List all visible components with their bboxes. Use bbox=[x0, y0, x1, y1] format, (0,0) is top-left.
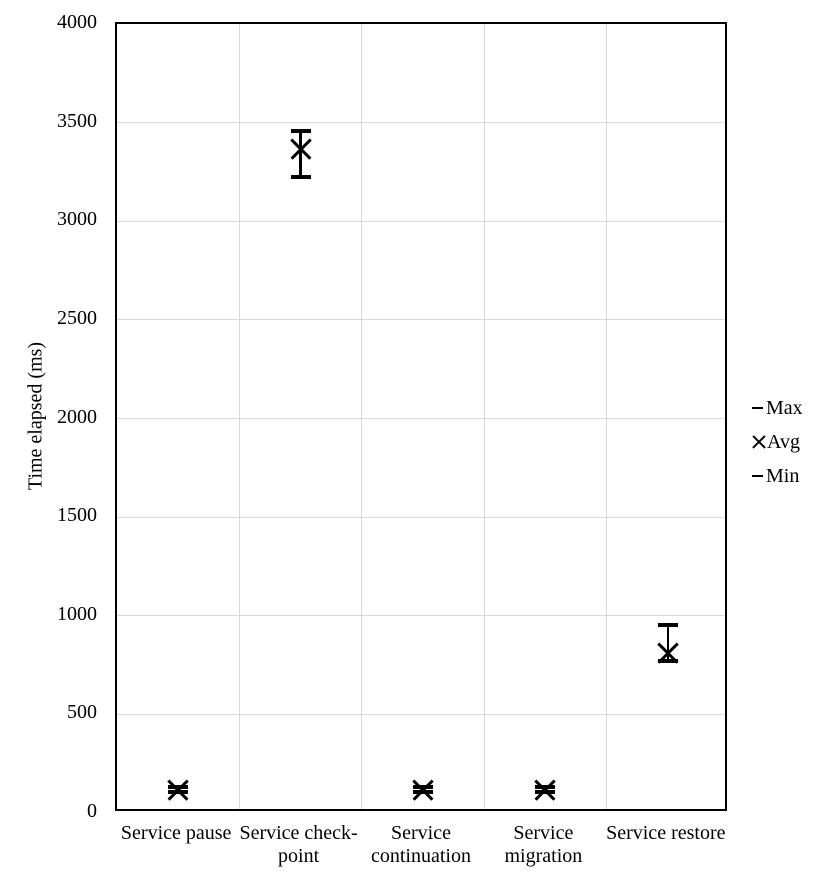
dash-icon bbox=[752, 474, 763, 478]
legend-label-avg: Avg bbox=[767, 430, 800, 453]
avg-marker bbox=[413, 780, 433, 800]
legend: Max Avg Min bbox=[752, 391, 803, 493]
legend-label-min: Min bbox=[766, 464, 800, 487]
gridline-horizontal bbox=[117, 122, 725, 124]
y-tick-label: 1000 bbox=[57, 602, 97, 625]
max-marker bbox=[657, 622, 678, 627]
avg-marker bbox=[658, 643, 678, 663]
avg-marker bbox=[535, 780, 555, 800]
min-marker bbox=[290, 174, 311, 179]
dash-icon bbox=[752, 406, 763, 410]
x-category-label: Service restore bbox=[606, 822, 726, 844]
y-tick-label: 3500 bbox=[57, 109, 97, 132]
legend-item-max: Max bbox=[752, 391, 803, 425]
legend-label-max: Max bbox=[766, 396, 803, 419]
legend-item-avg: Avg bbox=[752, 425, 803, 459]
gridline-horizontal bbox=[117, 713, 725, 715]
y-tick-label: 2500 bbox=[57, 306, 97, 329]
legend-item-min: Min bbox=[752, 459, 803, 493]
avg-marker bbox=[168, 780, 188, 800]
y-tick-label: 500 bbox=[67, 701, 97, 724]
x-category-label: Service pause bbox=[120, 822, 232, 844]
y-tick-label: 4000 bbox=[57, 11, 97, 33]
gridline-vertical bbox=[238, 24, 240, 809]
x-category-label: Service check-point bbox=[239, 822, 358, 867]
max-marker bbox=[290, 128, 311, 133]
gridline-vertical bbox=[483, 24, 485, 809]
gridline-horizontal bbox=[117, 516, 725, 518]
y-tick-label: 3000 bbox=[57, 208, 97, 231]
y-tick-label: 1500 bbox=[57, 504, 97, 527]
x-category-label: Service continuation bbox=[371, 822, 471, 867]
y-tick-label: 0 bbox=[87, 800, 97, 822]
y-tick-label: 2000 bbox=[57, 405, 97, 428]
x-marker-icon bbox=[752, 435, 766, 449]
gridline-horizontal bbox=[117, 418, 725, 419]
avg-marker bbox=[291, 139, 311, 159]
gridline-horizontal bbox=[117, 220, 725, 222]
gridline-horizontal bbox=[117, 615, 725, 617]
x-category-label: Service migration bbox=[504, 822, 583, 867]
gridline-vertical bbox=[361, 24, 363, 809]
plot-area bbox=[115, 22, 727, 811]
gridline-vertical bbox=[606, 24, 608, 809]
gridline-horizontal bbox=[117, 319, 725, 321]
